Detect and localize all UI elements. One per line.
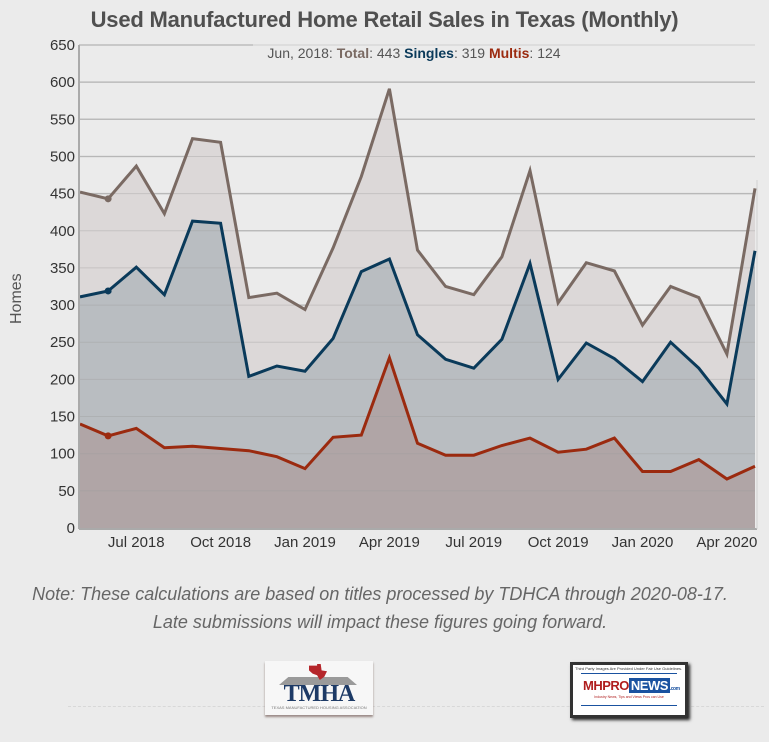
axes	[78, 45, 758, 530]
house-roof-icon	[279, 677, 357, 685]
area-multis	[80, 357, 755, 528]
series-areas	[79, 44, 755, 529]
x-tick-label: Jan 2019	[274, 534, 336, 551]
x-tick-label: Jul 2019	[445, 534, 502, 551]
series-lines	[79, 88, 757, 481]
y-tick-label: 50	[58, 483, 75, 500]
x-tick-label: Apr 2020	[696, 534, 757, 551]
y-tick-label: 350	[50, 260, 75, 277]
y-tick-label: 250	[50, 334, 75, 351]
tmha-logo[interactable]: TMHA TEXAS MANUFACTURED HOUSING ASSOCIAT…	[265, 661, 373, 715]
x-tick-label: Oct 2018	[190, 534, 251, 551]
y-tick-label: 0	[67, 520, 75, 537]
y-tick-label: 450	[50, 186, 75, 203]
marker-multis	[104, 432, 112, 440]
mhpronews-top-rule	[581, 673, 677, 674]
y-tick-label: 600	[50, 74, 75, 91]
mhpronews-news: NEWS	[628, 678, 670, 693]
line-multis	[79, 353, 756, 481]
y-tick-label: 500	[50, 148, 75, 165]
x-tick-label: Apr 2019	[359, 534, 420, 551]
mhpronews-bottom-rule	[581, 705, 677, 706]
divider	[68, 706, 764, 707]
tooltip-total-label: Total	[337, 45, 369, 61]
y-tick-label: 300	[50, 297, 75, 314]
x-tick-label: Jul 2018	[108, 534, 165, 551]
mhpronews-fair-use-text: Third Party Images Are Provided Under Fa…	[575, 666, 683, 671]
y-tick-label: 200	[50, 371, 75, 388]
tooltip-singles-label: Singles	[404, 45, 454, 61]
y-tick-label: 150	[50, 409, 75, 426]
tooltip-total-value: : 443	[369, 45, 400, 61]
tooltip-multis-value: : 124	[529, 45, 560, 61]
y-tick-label: 400	[50, 223, 75, 240]
mhpronews-wordmark: MHPRO NEWS .com	[583, 678, 680, 693]
tooltip-multis-label: Multis	[489, 45, 530, 61]
chart-plot[interactable]: 050100150200250300350400450500550600650 …	[0, 0, 769, 570]
marker-singles	[104, 287, 112, 295]
y-tick-label: 650	[50, 37, 75, 54]
tmha-subtitle: TEXAS MANUFACTURED HOUSING ASSOCIATION	[271, 705, 367, 710]
tooltip-singles-value: : 319	[454, 45, 485, 61]
line-singles	[79, 219, 757, 408]
tooltip-readout: Jun, 2018: Total: 443 Singles: 319 Multi…	[267, 45, 560, 61]
y-tick-label: 550	[50, 111, 75, 128]
x-tick-labels: Jul 2018 Oct 2018 Jan 2019 Apr 2019 Jul 2019…	[108, 534, 757, 551]
x-tick-label: Oct 2019	[528, 534, 589, 551]
hover-markers	[104, 195, 112, 440]
mhpronews-logo[interactable]: Third Party Images Are Provided Under Fa…	[570, 662, 688, 718]
marker-total	[104, 195, 112, 203]
mhpronews-tagline: Industry News, Tips and Views Pros can U…	[594, 695, 664, 699]
tmha-wordmark: TMHA	[283, 681, 356, 707]
chart-title: Used Manufactured Home Retail Sales in T…	[90, 7, 679, 32]
mhpronews-mh: MHPRO	[583, 678, 629, 693]
footnote: Note: These calculations are based on ti…	[32, 584, 728, 632]
line-total	[79, 88, 757, 359]
y-tick-label: 100	[50, 446, 75, 463]
y-tick-labels: 0 50 100 150 200 250 300 350 400 450 500 550 600 650	[50, 37, 75, 537]
mhpronews-com: .com	[669, 686, 680, 692]
x-tick-label: Jan 2020	[612, 534, 674, 551]
tooltip-date: Jun, 2018:	[267, 45, 332, 61]
